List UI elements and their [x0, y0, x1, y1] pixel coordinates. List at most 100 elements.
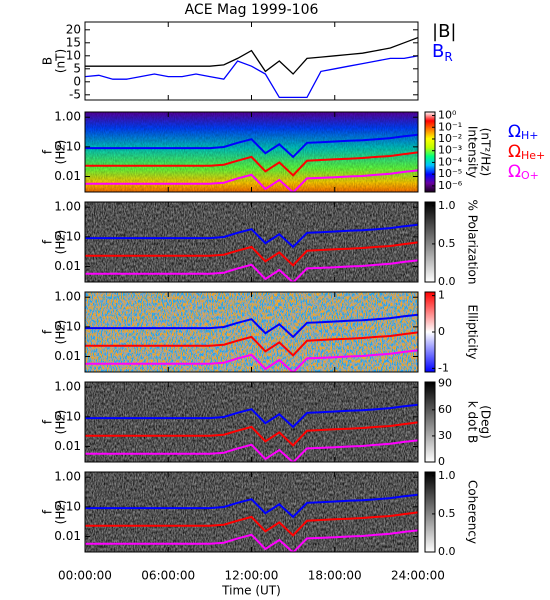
- colorbar-tick-label: 1.0: [438, 469, 456, 482]
- x-tick-label: 18:00:00: [308, 569, 362, 583]
- legend-name: B: [432, 41, 444, 62]
- y-axis-label: (Hz): [54, 410, 68, 435]
- y-tick-label: 20: [66, 22, 81, 36]
- frequency-line: [85, 259, 418, 282]
- y-tick-label: 5: [73, 61, 81, 75]
- frequency-line: [85, 313, 418, 339]
- colorbar-tick-label: 0.0: [438, 275, 456, 288]
- y-tick-label: 0.10: [54, 229, 81, 243]
- legend-entry: |B|: [432, 21, 456, 42]
- colorbar-tick-label: 10⁻⁴: [438, 155, 463, 168]
- x-tick-label: 00:00:00: [58, 569, 112, 583]
- frequency-line: [85, 403, 418, 429]
- spectrogram-noise: [85, 382, 418, 462]
- colorbar-label: Coherency: [466, 480, 480, 544]
- frequency-line: [85, 493, 418, 519]
- y-tick-label: 1.00: [54, 290, 81, 304]
- y-tick-label: 0.01: [54, 259, 81, 273]
- colorbar-tick-label: 90: [438, 377, 452, 390]
- colorbar: [424, 111, 436, 193]
- y-axis-label: f: [41, 149, 55, 154]
- frequency-line: [85, 223, 418, 249]
- colorbar-tick-label: 10⁻²: [438, 132, 462, 145]
- colorbar-tick-label: 10⁻³: [438, 144, 462, 157]
- legend-name: |B|: [432, 21, 456, 42]
- colorbar-tick-label: 0: [438, 325, 445, 338]
- frequency-line: [85, 349, 418, 372]
- y-tick-label: 1.00: [54, 380, 81, 394]
- y-tick-label: 0.10: [54, 319, 81, 333]
- legend-entry: ΩO+: [508, 162, 539, 182]
- spectrogram-noise: [85, 472, 418, 552]
- plot-frame: [84, 21, 419, 101]
- frequency-line: [85, 169, 418, 192]
- legend-name: Ω: [508, 162, 521, 182]
- frequency-line: [85, 511, 418, 537]
- y-tick-label: -5: [69, 87, 81, 101]
- frequency-line: [85, 421, 418, 447]
- frequency-line: [85, 529, 418, 552]
- legend-subscript: H+: [521, 129, 539, 142]
- colorbar-label: % Polarization: [466, 200, 480, 285]
- y-tick-label: 0.01: [54, 439, 81, 453]
- y-axis-label: f: [41, 419, 55, 424]
- colorbar-label: k dot B: [466, 401, 480, 443]
- chart-title: ACE Mag 1999-106: [185, 2, 319, 18]
- legend-name: Ω: [508, 122, 521, 142]
- frequency-line: [85, 133, 418, 159]
- colorbar-label: Ellipticity: [466, 305, 480, 360]
- y-axis-label: (Hz): [54, 230, 68, 255]
- spectrogram-noise: [85, 112, 418, 192]
- legend-subscript: R: [444, 50, 452, 64]
- x-tick-label: 24:00:00: [391, 569, 445, 583]
- colorbar: [424, 381, 436, 463]
- spectrogram-noise: [85, 292, 418, 372]
- plot-area: [85, 112, 418, 192]
- colorbar-tick-label: 1.0: [438, 199, 456, 212]
- y-tick-label: 0.10: [54, 499, 81, 513]
- colorbar: [424, 471, 436, 553]
- y-tick-label: 0.10: [54, 409, 81, 423]
- y-axis-label: (nT): [54, 49, 68, 73]
- legend-entry: ΩH+: [508, 122, 539, 142]
- y-tick-label: 10: [66, 48, 81, 62]
- colorbar-label: (Deg): [479, 405, 493, 439]
- legend-entry: ΩHe+: [508, 142, 545, 162]
- colorbar-tick-label: 0.5: [438, 507, 456, 520]
- colorbar-label: (nT²/Hz): [479, 128, 493, 176]
- colorbar-tick-label: 1: [438, 289, 445, 302]
- colorbar-tick-label: 10⁰: [438, 109, 457, 122]
- frequency-line: [85, 439, 418, 462]
- y-axis-label: f: [41, 329, 55, 334]
- frequency-line: [85, 241, 418, 267]
- colorbar-tick-label: 0.0: [438, 545, 456, 558]
- y-axis-label: (Hz): [54, 500, 68, 525]
- y-axis-label: (Hz): [54, 320, 68, 345]
- colorbar-label: Intensity: [466, 126, 480, 178]
- y-tick-label: 1.00: [54, 200, 81, 214]
- colorbar-tick-label: 10⁻⁵: [438, 167, 462, 180]
- x-tick-label: 06:00:00: [141, 569, 195, 583]
- legend-name: Ω: [508, 142, 521, 162]
- y-tick-label: 1.00: [54, 470, 81, 484]
- colorbar: [424, 201, 436, 283]
- colorbar-tick-label: 0.5: [438, 237, 456, 250]
- y-tick-label: 0.10: [54, 139, 81, 153]
- y-axis-label: B: [41, 57, 55, 65]
- y-axis-label: f: [41, 239, 55, 244]
- frequency-line: [85, 331, 418, 357]
- legend-subscript: He+: [521, 149, 545, 162]
- line-series: [85, 36, 418, 75]
- colorbar-tick-label: 10⁻⁶: [438, 179, 463, 192]
- legend-subscript: O+: [521, 169, 539, 182]
- plot-area: [85, 292, 418, 372]
- x-axis-label: Time (UT): [221, 584, 281, 598]
- frequency-line: [85, 151, 418, 177]
- y-tick-label: 1.00: [54, 110, 81, 124]
- y-tick-label: 0.01: [54, 349, 81, 363]
- spectrogram-noise: [85, 202, 418, 282]
- plot-area: [85, 382, 418, 462]
- y-tick-label: 0.01: [54, 169, 81, 183]
